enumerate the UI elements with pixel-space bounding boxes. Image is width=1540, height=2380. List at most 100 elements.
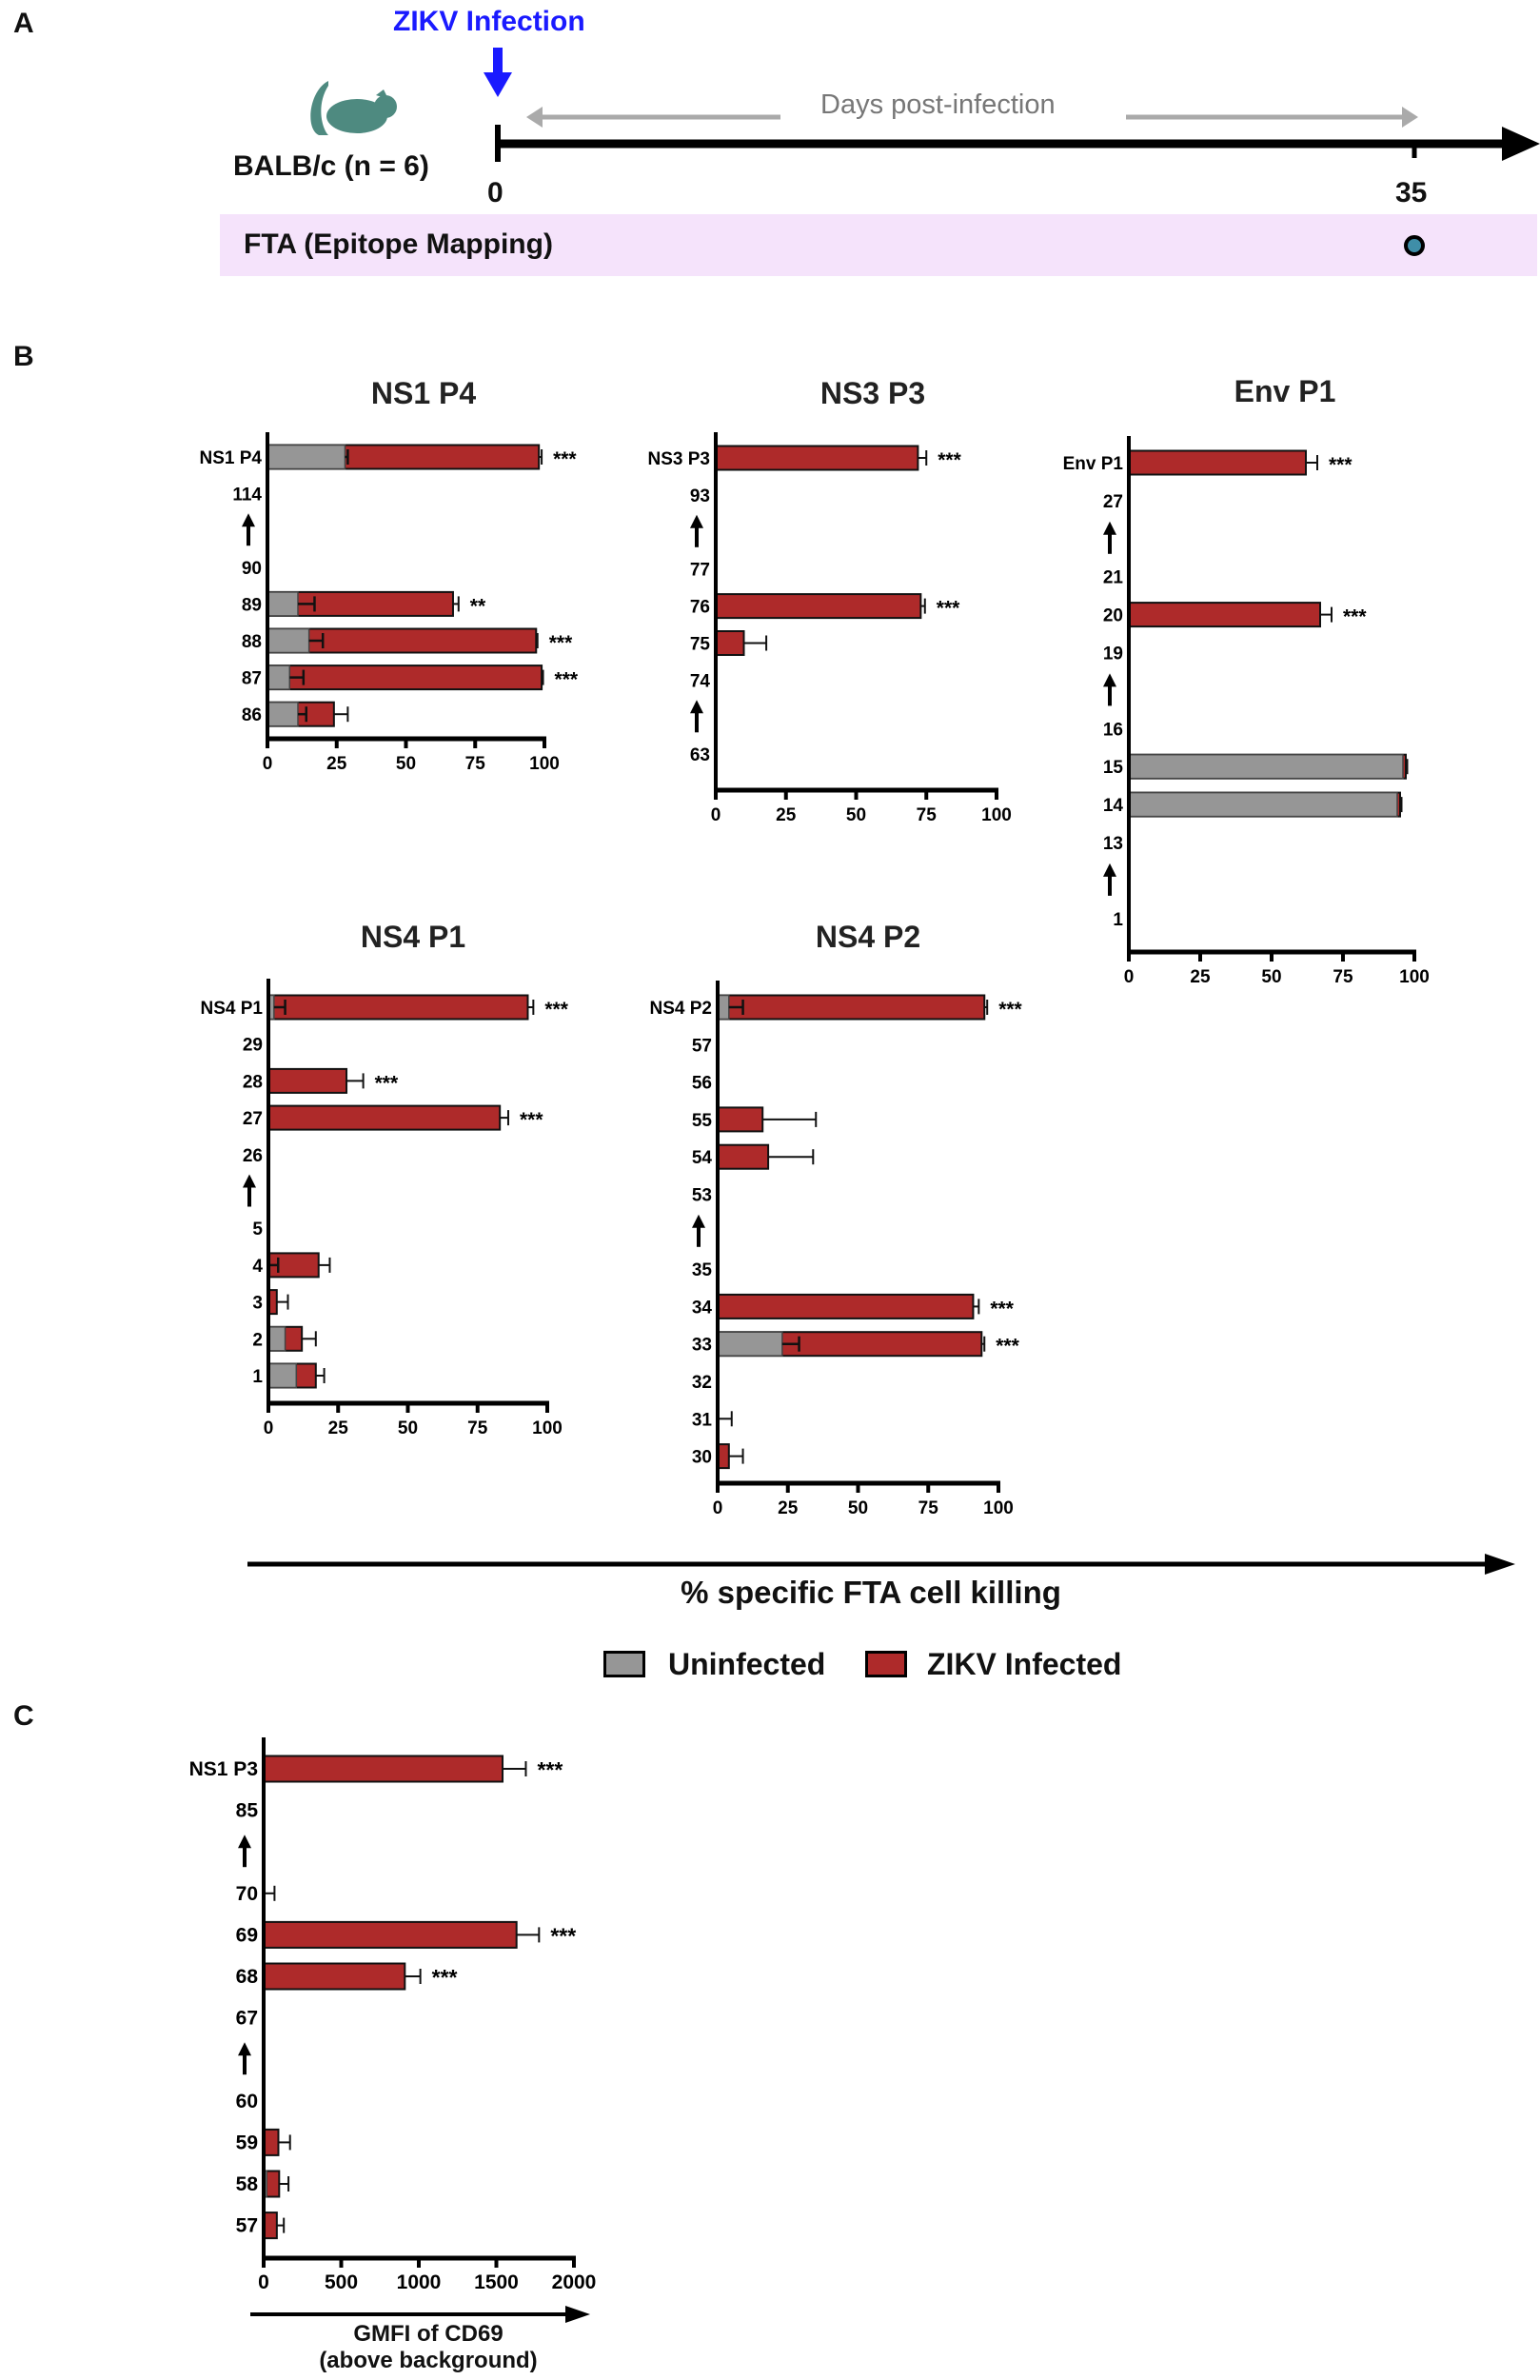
panel-c-xlabel-line1: GMFI of CD69	[353, 2321, 503, 2347]
chart-title: NS4 P2	[816, 920, 920, 954]
row-label: 35	[692, 1260, 713, 1280]
bar-uninfected	[267, 701, 299, 727]
up-arrow-head-icon	[690, 700, 703, 714]
bar-zikv	[267, 1104, 502, 1131]
significance-stars: ***	[938, 449, 961, 471]
row-label: 27	[243, 1109, 263, 1129]
x-tick-label: 2000	[552, 2271, 597, 2293]
row-label: 54	[692, 1148, 713, 1168]
mouse-icon	[310, 81, 397, 135]
legend-swatch-uninfected	[603, 1651, 645, 1677]
row-label: 89	[242, 595, 262, 615]
significance-stars: ***	[1329, 454, 1352, 476]
up-arrow-head-icon	[692, 1214, 705, 1228]
bar-zikv	[1128, 602, 1321, 628]
bar-zikv	[717, 1293, 975, 1319]
row-label: NS1 P3	[189, 1758, 258, 1780]
infection-arrow-icon	[484, 48, 512, 97]
bar-zikv	[263, 1920, 518, 1949]
day-start-label: 0	[487, 177, 503, 208]
x-tick-label: 75	[465, 754, 486, 774]
row-label: 76	[690, 598, 710, 618]
day-end-label: 35	[1395, 177, 1428, 208]
row-label: 16	[1103, 720, 1123, 740]
row-label: 14	[1103, 796, 1124, 816]
bar-uninfected	[267, 1326, 286, 1352]
timeline-axis	[495, 125, 1540, 162]
x-tick-label: 50	[1261, 967, 1281, 987]
x-tick-label: 0	[264, 1418, 274, 1438]
row-label: 67	[236, 2008, 258, 2030]
row-label: 32	[692, 1373, 712, 1393]
row-label: 57	[236, 2215, 258, 2237]
x-tick-label: 1500	[474, 2271, 519, 2293]
legend-swatch-zikv	[865, 1651, 907, 1677]
significance-stars: ***	[1343, 606, 1367, 628]
row-label: 34	[692, 1298, 713, 1318]
x-tick-label: 100	[983, 1498, 1014, 1518]
row-label: 30	[692, 1448, 712, 1468]
significance-stars: ***	[537, 1757, 563, 1782]
bar-zikv	[1128, 449, 1307, 476]
row-label: 1	[1113, 910, 1123, 930]
bar-uninfected	[267, 627, 310, 654]
bar-zikv	[263, 1755, 504, 1783]
chart-envp1: Env P1 Env P1 *** 27 21 20 *** 19 16 15 14 13 1 0 25 50…	[1063, 374, 1430, 987]
row-label: 75	[690, 635, 711, 655]
significance-stars: ***	[549, 632, 573, 654]
significance-stars: ***	[998, 999, 1022, 1021]
significance-stars: ***	[375, 1072, 399, 1094]
row-label: 63	[690, 745, 710, 765]
x-tick-label: 0	[1124, 967, 1135, 987]
up-arrow-head-icon	[243, 1174, 256, 1188]
bar-uninfected	[267, 664, 291, 690]
significance-stars: ***	[937, 598, 960, 620]
up-arrow-head-icon	[1103, 521, 1116, 535]
assay-label: FTA (Epitope Mapping)	[244, 228, 553, 260]
chart-title: Env P1	[1234, 374, 1336, 408]
x-tick-label: 1000	[397, 2271, 442, 2293]
assay-timepoint-dot	[1404, 235, 1425, 256]
x-tick-label: 75	[1333, 967, 1353, 987]
row-label: 68	[236, 1966, 259, 1988]
row-label: 90	[242, 559, 262, 579]
x-tick-label: 25	[778, 1498, 799, 1518]
bar-zikv	[263, 1962, 406, 1991]
bar-zikv	[717, 994, 986, 1021]
x-tick-label: 75	[917, 805, 938, 825]
days-double-arrow-icon	[526, 107, 1418, 128]
row-label: 13	[1103, 834, 1123, 854]
row-label: 77	[690, 561, 710, 581]
chart-title: NS3 P3	[820, 376, 925, 410]
row-label: 4	[252, 1257, 263, 1277]
row-label: 55	[692, 1111, 713, 1131]
row-label: 69	[236, 1924, 258, 1946]
row-label: 3	[252, 1294, 263, 1314]
chart-ns4p2: NS4 P2 NS4 P2 *** 57 56 55 54 53 35 34 *** 33 *** 32 3…	[650, 920, 1023, 1518]
row-label: 53	[692, 1186, 712, 1206]
x-tick-label: 50	[848, 1498, 868, 1518]
row-label: 5	[252, 1220, 263, 1240]
row-label: NS1 P4	[200, 448, 263, 468]
bar-zikv	[263, 2128, 280, 2156]
row-label: 85	[236, 1800, 259, 1822]
legend-label-uninfected: Uninfected	[668, 1647, 826, 1681]
x-tick-label: 100	[1399, 967, 1430, 987]
x-tick-label: 50	[398, 1418, 418, 1438]
panel-b-xaxis-arrow	[247, 1554, 1515, 1575]
up-arrow-head-icon	[242, 513, 255, 527]
bar-zikv	[715, 593, 922, 620]
row-label: 114	[232, 486, 262, 506]
row-label: 93	[690, 486, 710, 506]
assay-band	[220, 214, 1537, 276]
bar-uninfected	[717, 1331, 783, 1357]
row-label: 60	[236, 2091, 258, 2112]
significance-stars: ***	[996, 1336, 1019, 1358]
row-label: NS3 P3	[648, 449, 710, 469]
bar-uninfected	[1128, 791, 1398, 818]
x-tick-label: 75	[467, 1418, 488, 1438]
x-tick-label: 0	[713, 1498, 723, 1518]
panel-a-letter: A	[13, 8, 34, 39]
row-label: 59	[236, 2132, 258, 2153]
bar-zikv	[267, 994, 529, 1021]
